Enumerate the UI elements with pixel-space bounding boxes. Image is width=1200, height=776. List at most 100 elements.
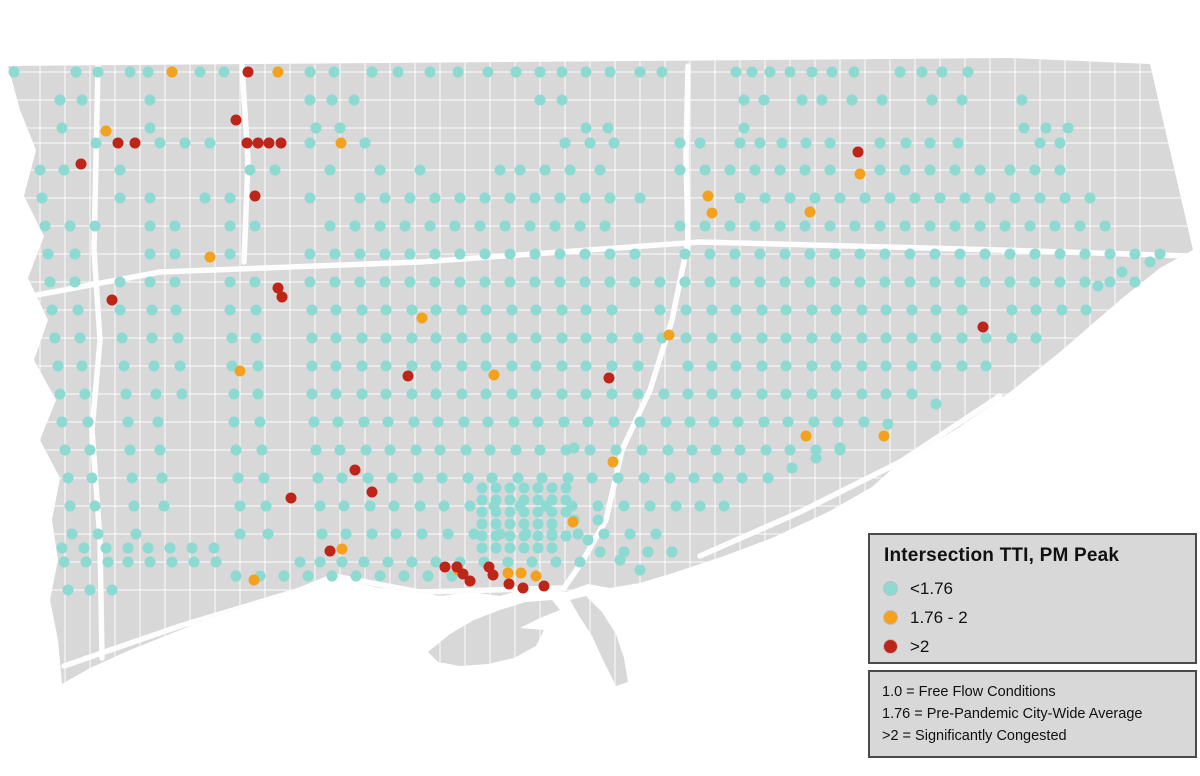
intersection-dot-low bbox=[49, 332, 61, 344]
intersection-dot-low bbox=[249, 220, 261, 232]
intersection-dot-low bbox=[524, 220, 536, 232]
intersection-dot-low bbox=[314, 556, 326, 568]
intersection-dot-low bbox=[642, 546, 654, 558]
intersection-dot-low bbox=[324, 220, 336, 232]
intersection-dot-low bbox=[899, 220, 911, 232]
intersection-dot-low bbox=[269, 164, 281, 176]
intersection-dot-low bbox=[614, 554, 626, 566]
intersection-dot-low bbox=[490, 506, 502, 518]
intersection-dot-low bbox=[54, 388, 66, 400]
intersection-dot-low bbox=[304, 192, 316, 204]
intersection-dot-low bbox=[904, 276, 916, 288]
intersection-dot-low bbox=[530, 332, 542, 344]
intersection-dot-low bbox=[354, 248, 366, 260]
intersection-dot-low bbox=[979, 248, 991, 260]
intersection-dot-low bbox=[924, 137, 936, 149]
intersection-dot-low bbox=[1129, 248, 1141, 260]
intersection-dot-low bbox=[228, 416, 240, 428]
intersection-dot-low bbox=[430, 304, 442, 316]
intersection-dot-low bbox=[62, 472, 74, 484]
intersection-dot-low bbox=[830, 332, 842, 344]
intersection-dot-low bbox=[874, 220, 886, 232]
intersection-dot-low bbox=[952, 137, 964, 149]
intersection-dot-low bbox=[224, 276, 236, 288]
highway bbox=[683, 63, 691, 245]
intersection-dot-low bbox=[386, 472, 398, 484]
intersection-dot-low bbox=[398, 570, 410, 582]
intersection-dot-low bbox=[900, 137, 912, 149]
intersection-dot-low bbox=[680, 332, 692, 344]
intersection-dot-low bbox=[598, 528, 610, 540]
intersection-dot-low bbox=[278, 570, 290, 582]
intersection-dot-low bbox=[490, 542, 502, 554]
intersection-dot-low bbox=[706, 388, 718, 400]
intersection-dot-low bbox=[66, 528, 78, 540]
intersection-dot-low bbox=[1062, 122, 1074, 134]
intersection-dot-low bbox=[232, 472, 244, 484]
intersection-dot-low bbox=[906, 332, 918, 344]
intersection-dot-low bbox=[380, 332, 392, 344]
intersection-dot-mid bbox=[702, 190, 714, 202]
intersection-dot-low bbox=[832, 416, 844, 428]
intersection-dot-low bbox=[532, 542, 544, 554]
intersection-dot-low bbox=[764, 66, 776, 78]
intersection-dot-low bbox=[686, 444, 698, 456]
intersection-dot-low bbox=[480, 332, 492, 344]
intersection-dot-low bbox=[366, 528, 378, 540]
intersection-dot-low bbox=[654, 304, 666, 316]
intersection-dot-low bbox=[568, 442, 580, 454]
intersection-dot-low bbox=[834, 192, 846, 204]
intersection-dot-low bbox=[1092, 280, 1104, 292]
intersection-dot-low bbox=[894, 66, 906, 78]
intersection-dot-low bbox=[379, 192, 391, 204]
intersection-dot-low bbox=[830, 304, 842, 316]
legend: Intersection TTI, PM Peak <1.76 1.76 - 2… bbox=[868, 533, 1197, 664]
intersection-dot-mid bbox=[854, 168, 866, 180]
intersection-dot-low bbox=[462, 472, 474, 484]
intersection-dot-low bbox=[556, 66, 568, 78]
intersection-dot-low bbox=[806, 388, 818, 400]
intersection-dot-low bbox=[799, 220, 811, 232]
intersection-dot-low bbox=[546, 506, 558, 518]
intersection-dot-low bbox=[424, 66, 436, 78]
intersection-dot-low bbox=[930, 360, 942, 372]
intersection-dot-low bbox=[829, 276, 841, 288]
intersection-dot-low bbox=[364, 500, 376, 512]
intersection-dot-low bbox=[874, 164, 886, 176]
intersection-dot-low bbox=[962, 66, 974, 78]
intersection-dot-low bbox=[358, 416, 370, 428]
intersection-dot-low bbox=[504, 192, 516, 204]
intersection-dot-low bbox=[710, 444, 722, 456]
intersection-dot-low bbox=[1016, 94, 1028, 106]
intersection-dot-low bbox=[808, 416, 820, 428]
intersection-dot-low bbox=[404, 248, 416, 260]
intersection-dot-low bbox=[460, 444, 472, 456]
intersection-dot-low bbox=[1099, 220, 1111, 232]
intersection-dot-low bbox=[580, 360, 592, 372]
intersection-dot-low bbox=[436, 472, 448, 484]
teal-dot-icon bbox=[884, 582, 897, 595]
intersection-dot-low bbox=[412, 472, 424, 484]
intersection-dot-low bbox=[89, 220, 101, 232]
intersection-dot-low bbox=[729, 248, 741, 260]
intersection-dot-low bbox=[1040, 122, 1052, 134]
intersection-dot-low bbox=[874, 137, 886, 149]
intersection-dot-low bbox=[429, 248, 441, 260]
intersection-dot-low bbox=[330, 332, 342, 344]
intersection-dot-high bbox=[106, 294, 118, 306]
intersection-dot-low bbox=[454, 248, 466, 260]
intersection-dot-low bbox=[438, 500, 450, 512]
intersection-dot-low bbox=[324, 164, 336, 176]
intersection-dot-low bbox=[56, 122, 68, 134]
intersection-dot-low bbox=[92, 66, 104, 78]
intersection-dot-low bbox=[929, 248, 941, 260]
intersection-dot-low bbox=[694, 500, 706, 512]
intersection-dot-low bbox=[829, 248, 841, 260]
intersection-dot-low bbox=[328, 66, 340, 78]
intersection-dot-low bbox=[224, 192, 236, 204]
intersection-dot-low bbox=[856, 332, 868, 344]
intersection-dot-low bbox=[89, 500, 101, 512]
intersection-dot-low bbox=[260, 500, 272, 512]
intersection-dot-high bbox=[272, 282, 284, 294]
intersection-dot-low bbox=[579, 192, 591, 204]
